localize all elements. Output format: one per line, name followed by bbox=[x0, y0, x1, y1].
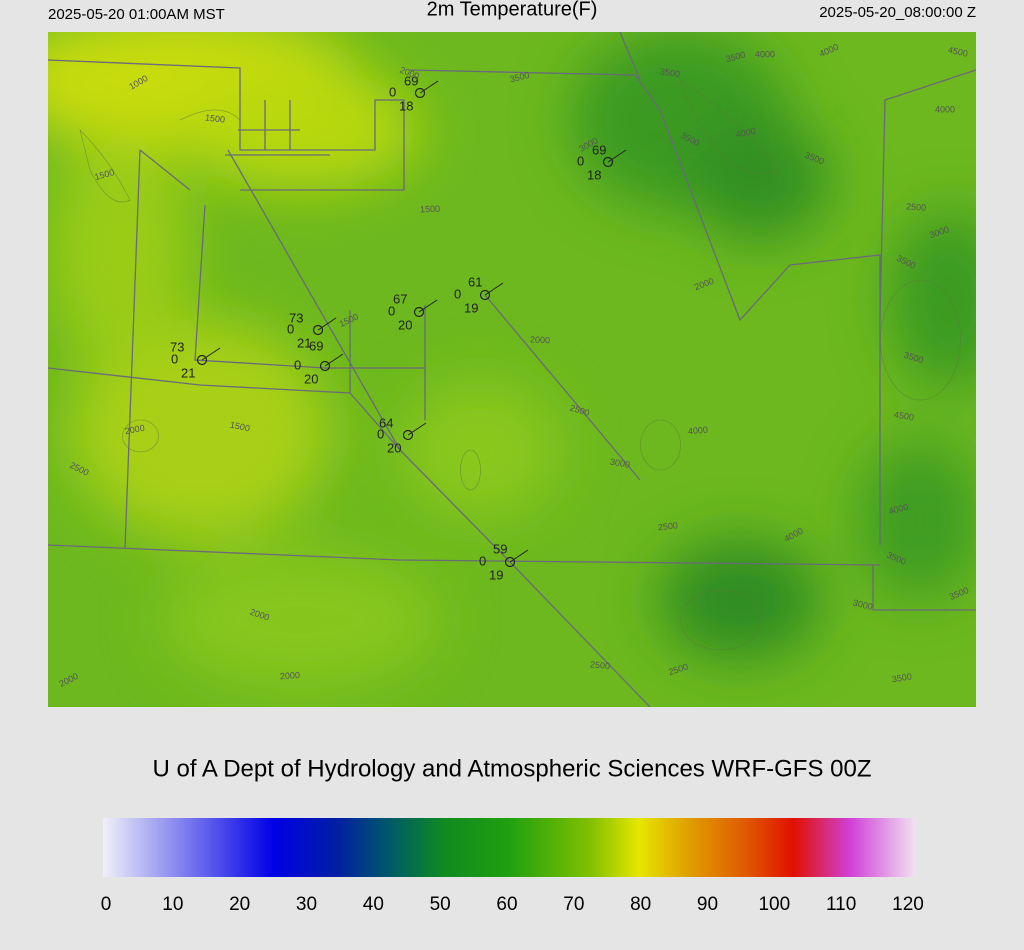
contour-label: 2000 bbox=[124, 423, 146, 437]
station-mid: 0 bbox=[479, 553, 486, 568]
map bbox=[48, 32, 976, 707]
station-temp: 69 bbox=[592, 142, 606, 157]
wind-barb bbox=[324, 353, 344, 367]
colorbar-tick-label: 110 bbox=[826, 894, 856, 915]
wind-barb bbox=[317, 317, 337, 331]
colorbar-tick-label: 120 bbox=[892, 894, 924, 915]
station-marker bbox=[414, 87, 426, 99]
station-mid: 0 bbox=[388, 303, 395, 318]
station-marker bbox=[312, 324, 324, 336]
wind-barb bbox=[201, 347, 221, 361]
contour-label: 4000 bbox=[688, 425, 709, 437]
colorbar-tick-label: 100 bbox=[758, 894, 790, 915]
contour-label: 4000 bbox=[935, 104, 955, 114]
station-marker bbox=[504, 556, 516, 568]
colorbar-tick-label: 0 bbox=[101, 894, 112, 915]
station-temp: 64 bbox=[379, 415, 393, 430]
contour-label: 2000 bbox=[280, 670, 301, 681]
colorbar-tick-label: 50 bbox=[430, 894, 451, 915]
contour-label: 4500 bbox=[893, 409, 914, 422]
station-marker bbox=[319, 360, 331, 372]
station-dew: 20 bbox=[387, 440, 401, 455]
contour-label: 4000 bbox=[888, 502, 910, 517]
contour-label: 2500 bbox=[906, 201, 927, 212]
colorbar-tick-label: 60 bbox=[496, 894, 517, 915]
wind-barb bbox=[607, 149, 627, 163]
colorbar-tick-label: 70 bbox=[563, 894, 584, 915]
station-temp: 73 bbox=[170, 339, 184, 354]
station-temp: 67 bbox=[393, 291, 407, 306]
station-dew: 19 bbox=[489, 567, 503, 582]
station-mid: 0 bbox=[389, 84, 396, 99]
station-temp: 69 bbox=[309, 338, 323, 353]
station-marker bbox=[479, 289, 491, 301]
wind-barb bbox=[418, 299, 438, 313]
contour-label: 1500 bbox=[420, 204, 440, 215]
station-marker bbox=[196, 354, 208, 366]
colorbar-tick-label: 10 bbox=[162, 894, 183, 915]
station-temp: 59 bbox=[493, 541, 507, 556]
colorbar-tick-label: 20 bbox=[229, 894, 250, 915]
wind-barb bbox=[419, 80, 439, 94]
contour-label: 2000 bbox=[530, 334, 551, 345]
contour-label: 4000 bbox=[735, 126, 756, 139]
station-dew: 21 bbox=[297, 335, 311, 350]
contour-label: 4000 bbox=[755, 49, 775, 59]
station-marker bbox=[413, 306, 425, 318]
station-mid: 0 bbox=[454, 286, 461, 301]
contour-label: 2500 bbox=[657, 520, 678, 532]
station-dew: 21 bbox=[181, 365, 195, 380]
contour-label: 3500 bbox=[509, 70, 531, 84]
station-temp: 61 bbox=[468, 274, 482, 289]
contour-label: 2500 bbox=[590, 659, 611, 671]
station-mid: 0 bbox=[287, 321, 294, 336]
contour-label: 3500 bbox=[891, 671, 912, 684]
station-marker bbox=[602, 156, 614, 168]
wind-barb bbox=[407, 422, 427, 436]
station-dew: 20 bbox=[304, 371, 318, 386]
station-mid: 0 bbox=[577, 153, 584, 168]
valid-time-local: 2025-05-20 01:00AM MST bbox=[48, 6, 225, 23]
colorbar bbox=[103, 818, 915, 877]
contour-label: 4500 bbox=[947, 45, 969, 59]
station-temp: 73 bbox=[289, 310, 303, 325]
station-marker bbox=[402, 429, 414, 441]
contour-label: 3000 bbox=[609, 456, 630, 469]
colorbar-tick-label: 90 bbox=[697, 894, 718, 915]
station-dew: 18 bbox=[587, 167, 601, 182]
contour-label: 1500 bbox=[204, 112, 225, 124]
wind-barb bbox=[484, 282, 504, 296]
station-dew: 18 bbox=[399, 98, 413, 113]
station-mid: 0 bbox=[377, 426, 384, 441]
map-title: 2m Temperature(F) bbox=[427, 0, 598, 20]
contour-label: 1500 bbox=[229, 419, 251, 433]
colorbar-tick-label: 80 bbox=[630, 894, 651, 915]
wind-barb bbox=[509, 549, 529, 563]
station-dew: 20 bbox=[398, 317, 412, 332]
station-temp: 69 bbox=[404, 73, 418, 88]
credit: U of A Dept of Hydrology and Atmospheric… bbox=[153, 755, 872, 782]
contour-label: 3500 bbox=[659, 66, 680, 79]
valid-time-utc: 2025-05-20_08:00:00 Z bbox=[819, 4, 976, 21]
contour-label: 3000 bbox=[852, 598, 874, 613]
colorbar-tick-label: 40 bbox=[363, 894, 384, 915]
station-mid: 0 bbox=[171, 351, 178, 366]
station-mid: 0 bbox=[294, 357, 301, 372]
colorbar-tick-label: 30 bbox=[296, 894, 317, 915]
station-dew: 19 bbox=[464, 300, 478, 315]
